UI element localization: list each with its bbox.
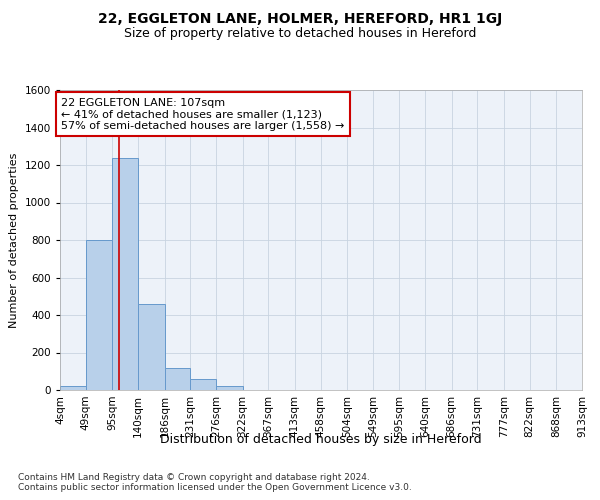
Bar <box>86 240 112 390</box>
Y-axis label: Number of detached properties: Number of detached properties <box>9 152 19 328</box>
Bar <box>60 386 86 390</box>
Bar <box>216 386 242 390</box>
Bar <box>164 368 190 390</box>
Bar <box>138 304 164 390</box>
Bar <box>190 379 216 390</box>
Text: Contains public sector information licensed under the Open Government Licence v3: Contains public sector information licen… <box>18 482 412 492</box>
Bar <box>112 158 138 390</box>
Text: Distribution of detached houses by size in Hereford: Distribution of detached houses by size … <box>160 432 482 446</box>
Text: 22, EGGLETON LANE, HOLMER, HEREFORD, HR1 1GJ: 22, EGGLETON LANE, HOLMER, HEREFORD, HR1… <box>98 12 502 26</box>
Text: Contains HM Land Registry data © Crown copyright and database right 2024.: Contains HM Land Registry data © Crown c… <box>18 472 370 482</box>
Text: Size of property relative to detached houses in Hereford: Size of property relative to detached ho… <box>124 28 476 40</box>
Text: 22 EGGLETON LANE: 107sqm
← 41% of detached houses are smaller (1,123)
57% of sem: 22 EGGLETON LANE: 107sqm ← 41% of detach… <box>61 98 344 130</box>
